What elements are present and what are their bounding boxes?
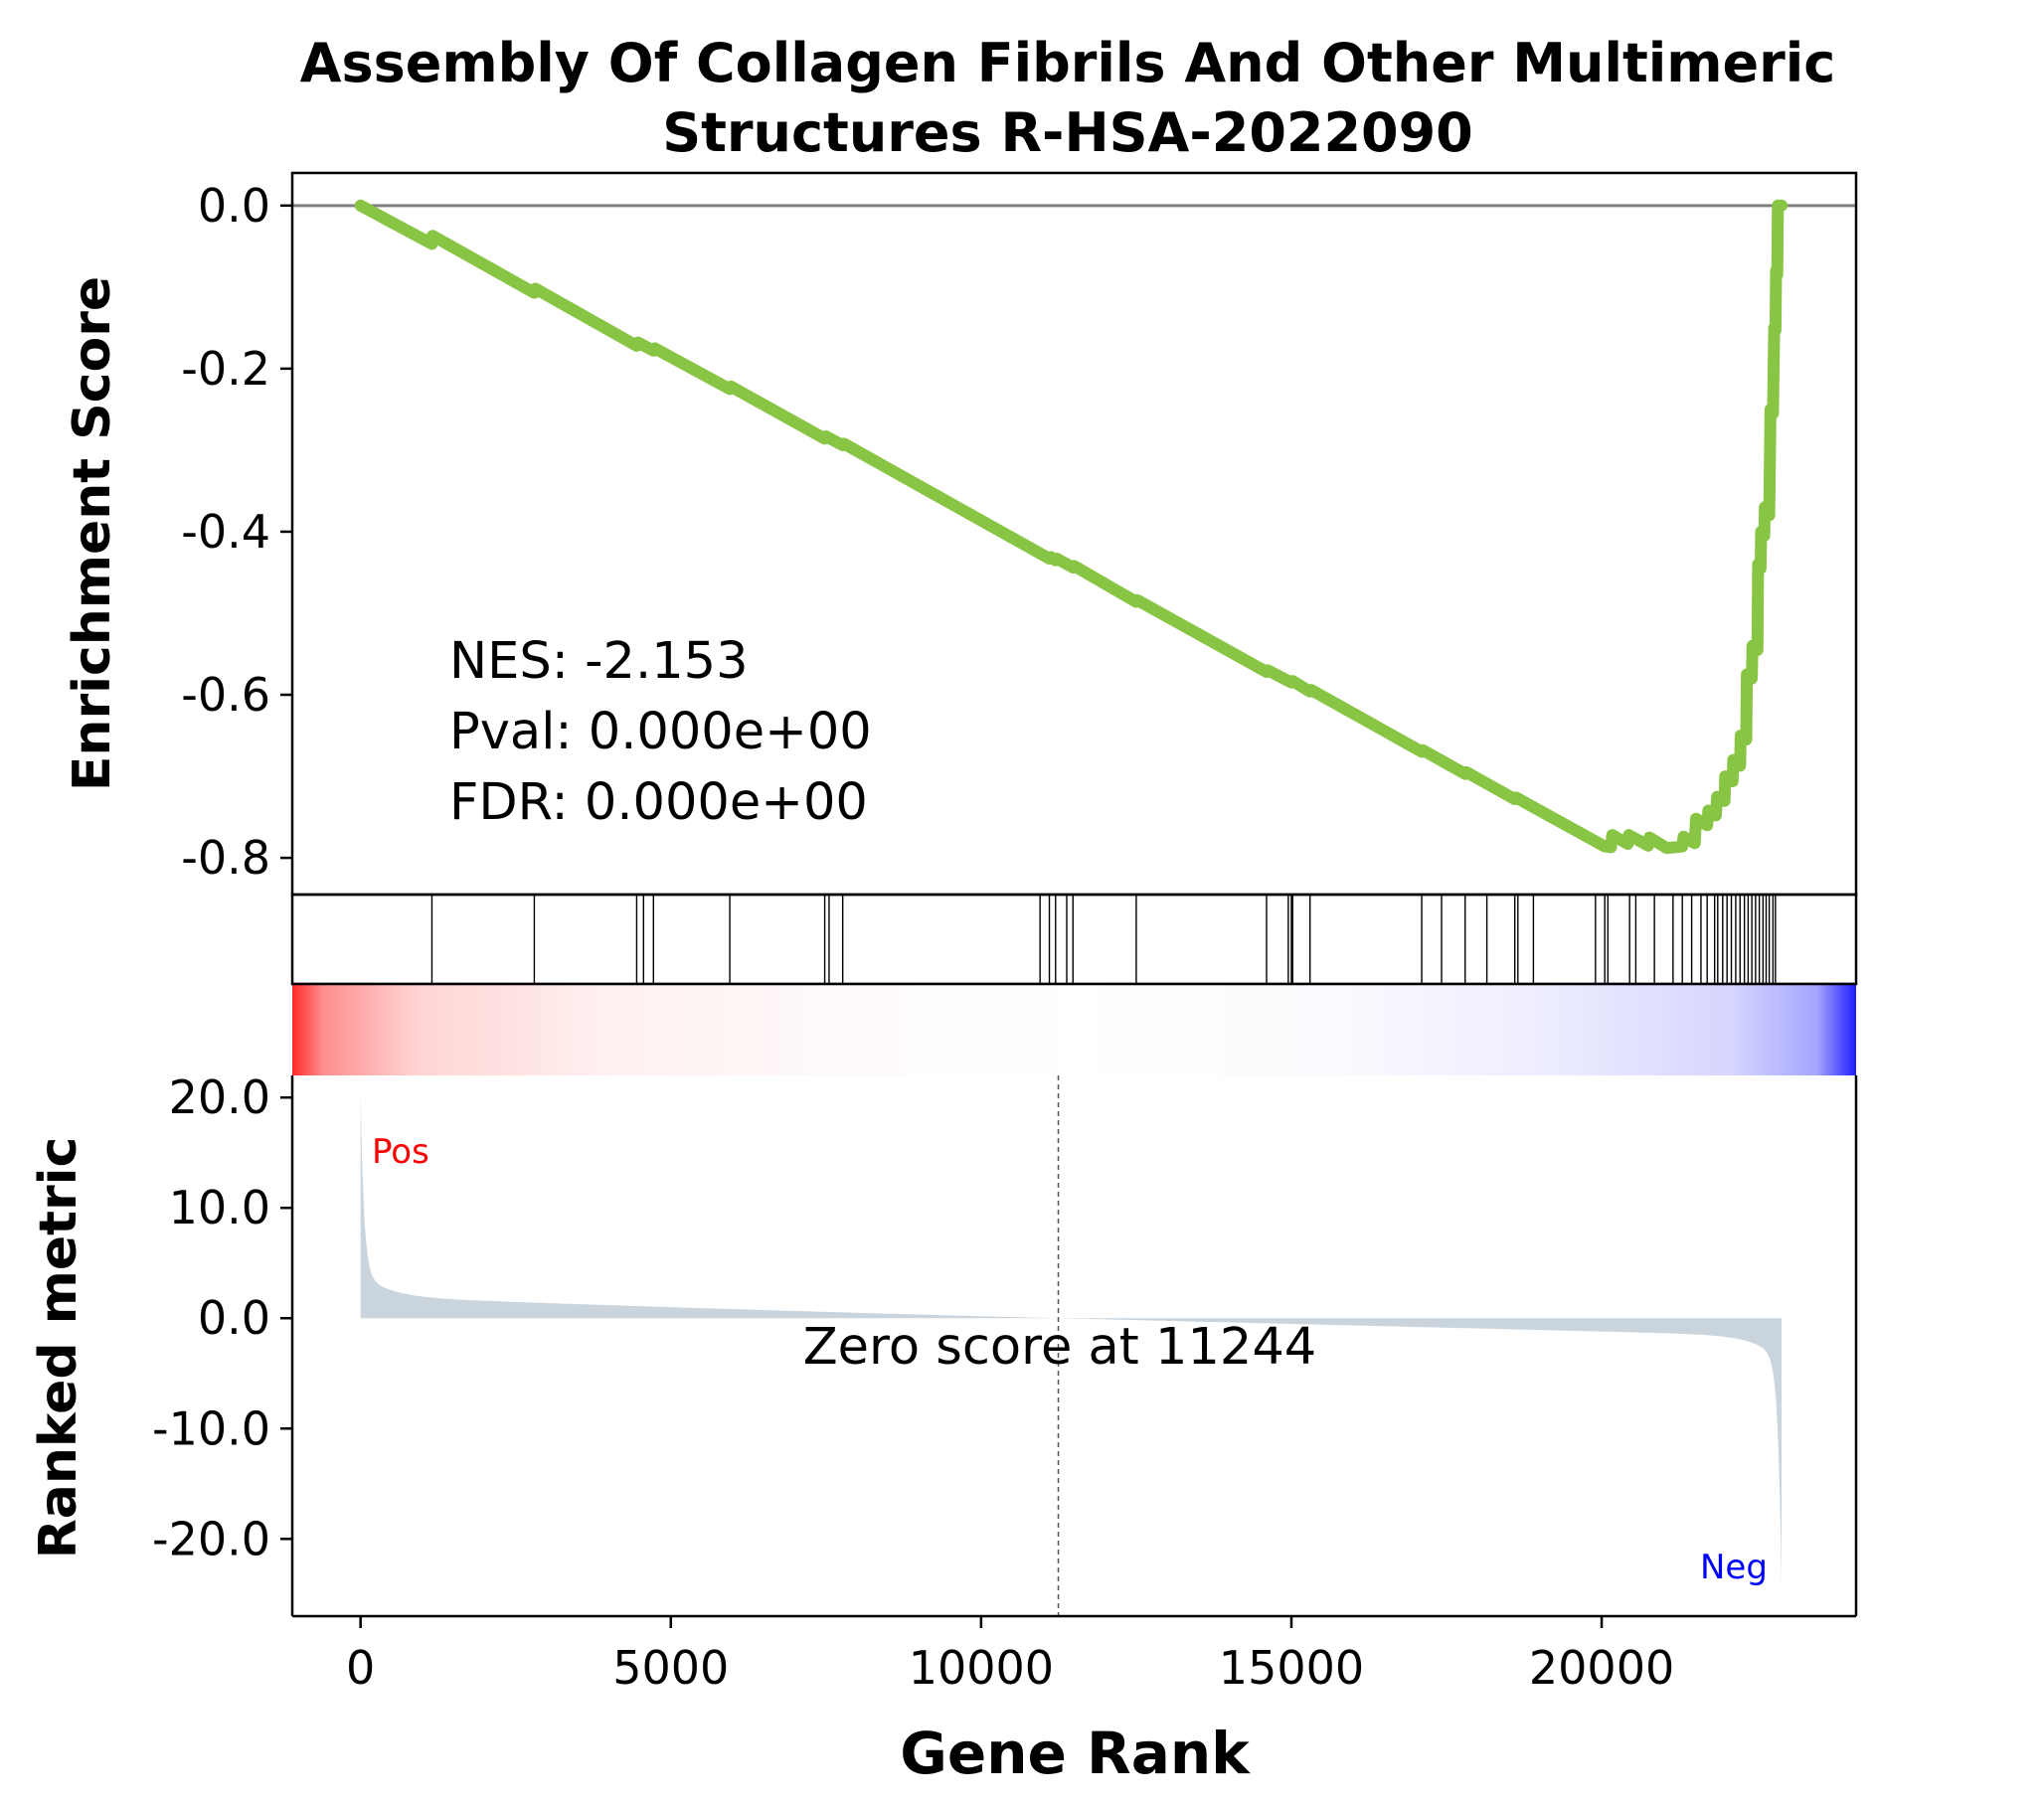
x-ticks: 0 5000 10000 15000 20000	[346, 1616, 1674, 1695]
ranked-y-tick-label: -20.0	[152, 1512, 270, 1565]
zero-score-label: Zero score at 11244	[803, 1318, 1317, 1377]
ranked-y-tick-label: 10.0	[169, 1181, 270, 1234]
es-y-tick-label: -0.8	[181, 831, 270, 885]
es-y-tick-label: -0.4	[181, 505, 270, 559]
ranked-y-tick-label: -10.0	[152, 1401, 270, 1455]
x-tick-label: 20000	[1529, 1641, 1674, 1695]
nes-label: NES: -2.153	[449, 632, 749, 691]
hits-frame	[290, 893, 1858, 986]
hits-panel	[290, 893, 1858, 986]
pval-label: Pval: 0.000e+00	[449, 703, 872, 761]
es-y-ticks: 0.0 -0.2 -0.4 -0.6 -0.8	[181, 179, 292, 885]
x-tick-label: 15000	[1219, 1641, 1364, 1695]
chart-title-line-1: Assembly Of Collagen Fibrils And Other M…	[300, 32, 1836, 94]
ranked-y-axis-label: Ranked metric	[29, 1137, 88, 1559]
pos-label: Pos	[372, 1132, 429, 1172]
es-curve	[354, 199, 1788, 855]
x-axis-label: Gene Rank	[900, 1720, 1251, 1787]
neg-label: Neg	[1700, 1548, 1768, 1587]
es-y-axis-label: Enrichment Score	[63, 276, 122, 791]
fdr-label: FDR: 0.000e+00	[449, 773, 868, 832]
x-tick-label: 5000	[612, 1641, 729, 1695]
ranked-panel: 20.0 10.0 0.0 -10.0 -20.0 Pos Neg Zero score…	[152, 1070, 1858, 1618]
ranked-y-ticks: 20.0 10.0 0.0 -10.0 -20.0	[152, 1070, 292, 1565]
es-y-tick-label: -0.2	[181, 342, 270, 396]
x-tick-label: 10000	[909, 1641, 1054, 1695]
x-tick-label: 0	[346, 1641, 375, 1695]
es-y-tick-label: 0.0	[198, 179, 270, 233]
hit-marks	[430, 895, 1777, 984]
es-y-tick-label: -0.6	[181, 668, 270, 722]
ranked-y-tick-label: 0.0	[198, 1291, 270, 1345]
rank-heatmap-strip	[292, 984, 1856, 1075]
ranked-y-tick-label: 20.0	[169, 1070, 270, 1124]
chart-title-line-2: Structures R-HSA-2022090	[662, 101, 1473, 164]
es-panel: 0.0 -0.2 -0.4 -0.6 -0.8 NES: -2.153 Pval: 0.…	[181, 171, 1858, 897]
